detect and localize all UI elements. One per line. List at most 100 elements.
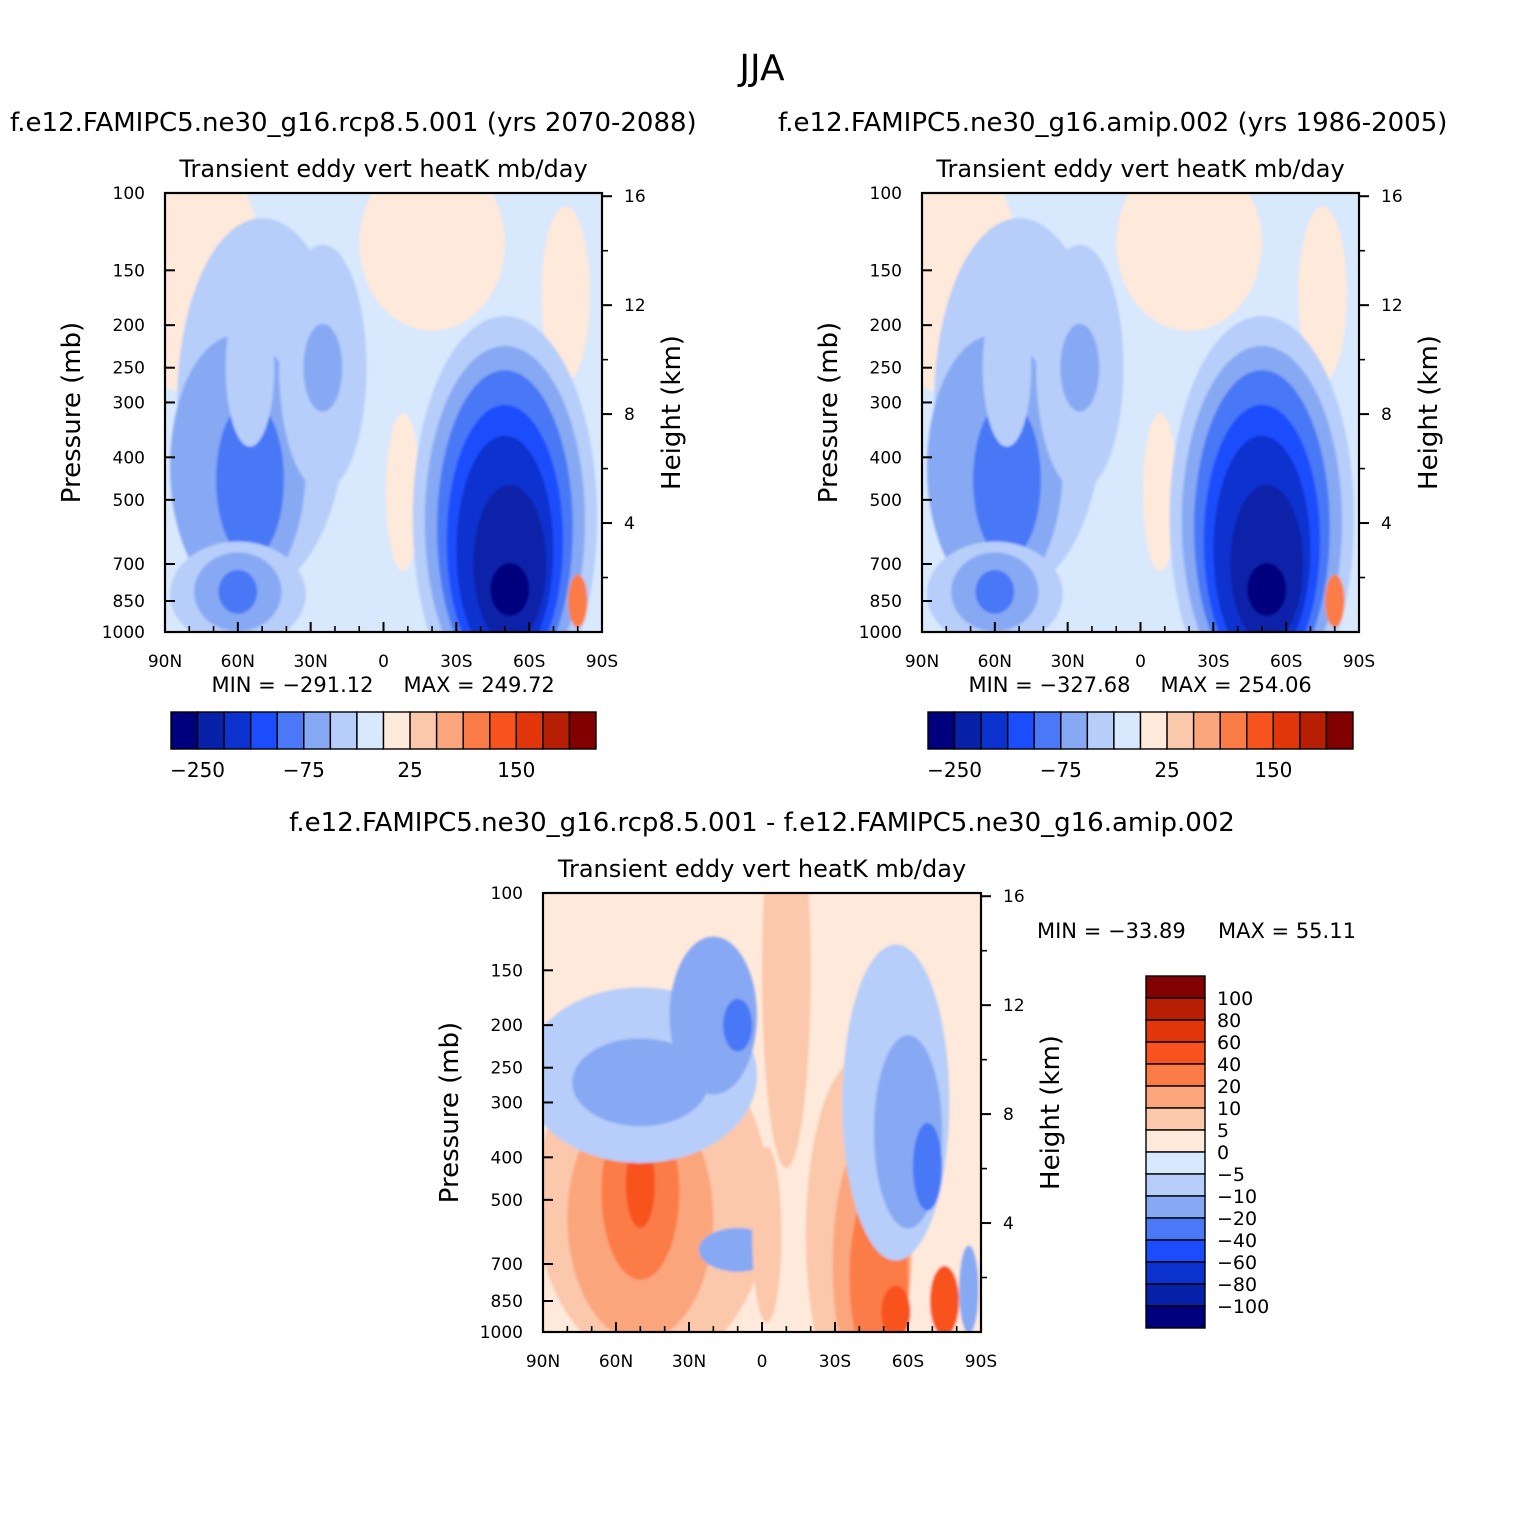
colorbar-box bbox=[1139, 711, 1168, 750]
colorbar-box bbox=[196, 711, 225, 750]
colorbar-label: −40 bbox=[1217, 1230, 1257, 1252]
contour-region bbox=[541, 206, 590, 382]
contour-region bbox=[1247, 563, 1287, 616]
contour-field bbox=[922, 193, 1359, 632]
y2-tick-label: 4 bbox=[1381, 514, 1392, 534]
colorbar-label: −10 bbox=[1217, 1186, 1257, 1208]
colorbar-box bbox=[170, 711, 199, 750]
x-tick-label: 90N bbox=[905, 652, 939, 672]
y-tick-label: 300 bbox=[113, 393, 145, 413]
colorbar-label: 100 bbox=[1217, 988, 1253, 1010]
x-tick-label: 0 bbox=[1135, 652, 1146, 672]
y-tick-label: 850 bbox=[491, 1292, 523, 1312]
x-tick-label: 30N bbox=[293, 652, 327, 672]
panel-b: Transient eddy vert heatK mb/day 90N 60N 30… bbox=[814, 155, 1444, 782]
y-tick-label: 300 bbox=[491, 1093, 523, 1113]
y-tick-label: 150 bbox=[491, 961, 523, 981]
colorbar-box bbox=[435, 711, 464, 750]
contour-region bbox=[215, 400, 284, 559]
colorbar-label: 25 bbox=[1154, 758, 1179, 782]
colorbar-box bbox=[1145, 1283, 1206, 1307]
colorbar-box bbox=[1145, 1107, 1206, 1131]
colorbar-box bbox=[568, 711, 597, 750]
colorbar-label: −5 bbox=[1217, 1164, 1245, 1186]
y-tick-label: 1000 bbox=[859, 623, 902, 643]
y-axis-label: Pressure (mb) bbox=[435, 1022, 465, 1203]
panel-c-case-title: f.e12.FAMIPC5.ne30_g16.rcp8.5.001 - f.e1… bbox=[289, 808, 1235, 838]
colorbar-box bbox=[1145, 997, 1206, 1021]
colorbar-box bbox=[462, 711, 491, 750]
y2-tick-label: 12 bbox=[624, 296, 646, 316]
y2-axis-label: Height (km) bbox=[1414, 335, 1444, 490]
y-tick-label: 300 bbox=[870, 393, 902, 413]
y2-axis-label: Height (km) bbox=[1036, 1035, 1066, 1190]
y2-tick-label: 16 bbox=[624, 187, 646, 207]
panel-title: Transient eddy vert heatK mb/day bbox=[178, 155, 587, 183]
y2-tick-label: 4 bbox=[624, 514, 635, 534]
contour-region bbox=[1325, 574, 1345, 628]
colorbar-label: −100 bbox=[1217, 1296, 1269, 1318]
y-tick-label: 700 bbox=[870, 555, 902, 575]
min-label: MIN = −291.12 bbox=[211, 673, 373, 697]
colorbar-box bbox=[1272, 711, 1301, 750]
colorbar-box bbox=[1145, 1173, 1206, 1197]
colorbar-box bbox=[1145, 1019, 1206, 1043]
y-tick-label: 150 bbox=[113, 261, 145, 281]
colorbar-box bbox=[1060, 711, 1089, 750]
x-tick-label: 30S bbox=[440, 652, 472, 672]
x-tick-label: 90S bbox=[965, 1352, 997, 1372]
contour-region bbox=[490, 563, 530, 616]
y-tick-label: 150 bbox=[870, 261, 902, 281]
y2-tick-label: 8 bbox=[1381, 405, 1392, 425]
contour-region bbox=[1298, 206, 1347, 382]
colorbar-box bbox=[515, 711, 544, 750]
x-tick-label: 60N bbox=[221, 652, 255, 672]
contour-region bbox=[1142, 413, 1177, 572]
y-tick-label: 1000 bbox=[480, 1323, 523, 1343]
y-axis-label: Pressure (mb) bbox=[57, 322, 87, 503]
colorbar-box bbox=[1145, 1195, 1206, 1219]
panel-a: Transient eddy vert heatK mb/day 90N 60N 30… bbox=[57, 155, 687, 782]
y-tick-label: 100 bbox=[870, 184, 902, 204]
colorbar-label: 0 bbox=[1217, 1142, 1229, 1164]
colorbar-label: 5 bbox=[1217, 1120, 1229, 1142]
colorbar-label: 20 bbox=[1217, 1076, 1241, 1098]
x-tick-label: 90S bbox=[1343, 652, 1375, 672]
contour-field bbox=[165, 193, 602, 632]
x-tick-label: 0 bbox=[757, 1352, 768, 1372]
colorbar-box bbox=[1006, 711, 1035, 750]
colorbar-label: −20 bbox=[1217, 1208, 1257, 1230]
colorbar-label: 10 bbox=[1217, 1098, 1241, 1120]
contour-region bbox=[881, 1285, 911, 1332]
colorbar-box bbox=[223, 711, 252, 750]
y-tick-label: 500 bbox=[491, 1191, 523, 1211]
contour-region bbox=[359, 193, 505, 331]
colorbar-box bbox=[1246, 711, 1275, 750]
min-label: MIN = −327.68 bbox=[968, 673, 1130, 697]
y-tick-label: 250 bbox=[491, 1059, 523, 1079]
x-tick-label: 30N bbox=[672, 1352, 706, 1372]
y-tick-label: 700 bbox=[491, 1255, 523, 1275]
x-tick-label: 30N bbox=[1050, 652, 1084, 672]
y-tick-label: 400 bbox=[870, 448, 902, 468]
y2-axis-label: Height (km) bbox=[657, 335, 687, 490]
contour-region bbox=[1116, 193, 1262, 331]
x-tick-label: 90N bbox=[526, 1352, 560, 1372]
y2-tick-label: 4 bbox=[1003, 1214, 1014, 1234]
y-tick-label: 250 bbox=[113, 359, 145, 379]
y-tick-label: 500 bbox=[113, 491, 145, 511]
x-tick-label: 60S bbox=[513, 652, 545, 672]
colorbar-label: −250 bbox=[170, 758, 225, 782]
y-tick-label: 1000 bbox=[102, 623, 145, 643]
y-tick-label: 700 bbox=[113, 555, 145, 575]
x-tick-label: 90N bbox=[148, 652, 182, 672]
colorbar-box bbox=[329, 711, 358, 750]
colorbar-box bbox=[1145, 1085, 1206, 1109]
contour-region bbox=[912, 1122, 943, 1211]
contour-region bbox=[303, 323, 343, 412]
colorbar-label: 80 bbox=[1217, 1010, 1241, 1032]
colorbar-label: −80 bbox=[1217, 1274, 1257, 1296]
colorbar-box bbox=[356, 711, 385, 750]
y2-tick-label: 16 bbox=[1381, 187, 1403, 207]
y-tick-label: 200 bbox=[491, 1016, 523, 1036]
